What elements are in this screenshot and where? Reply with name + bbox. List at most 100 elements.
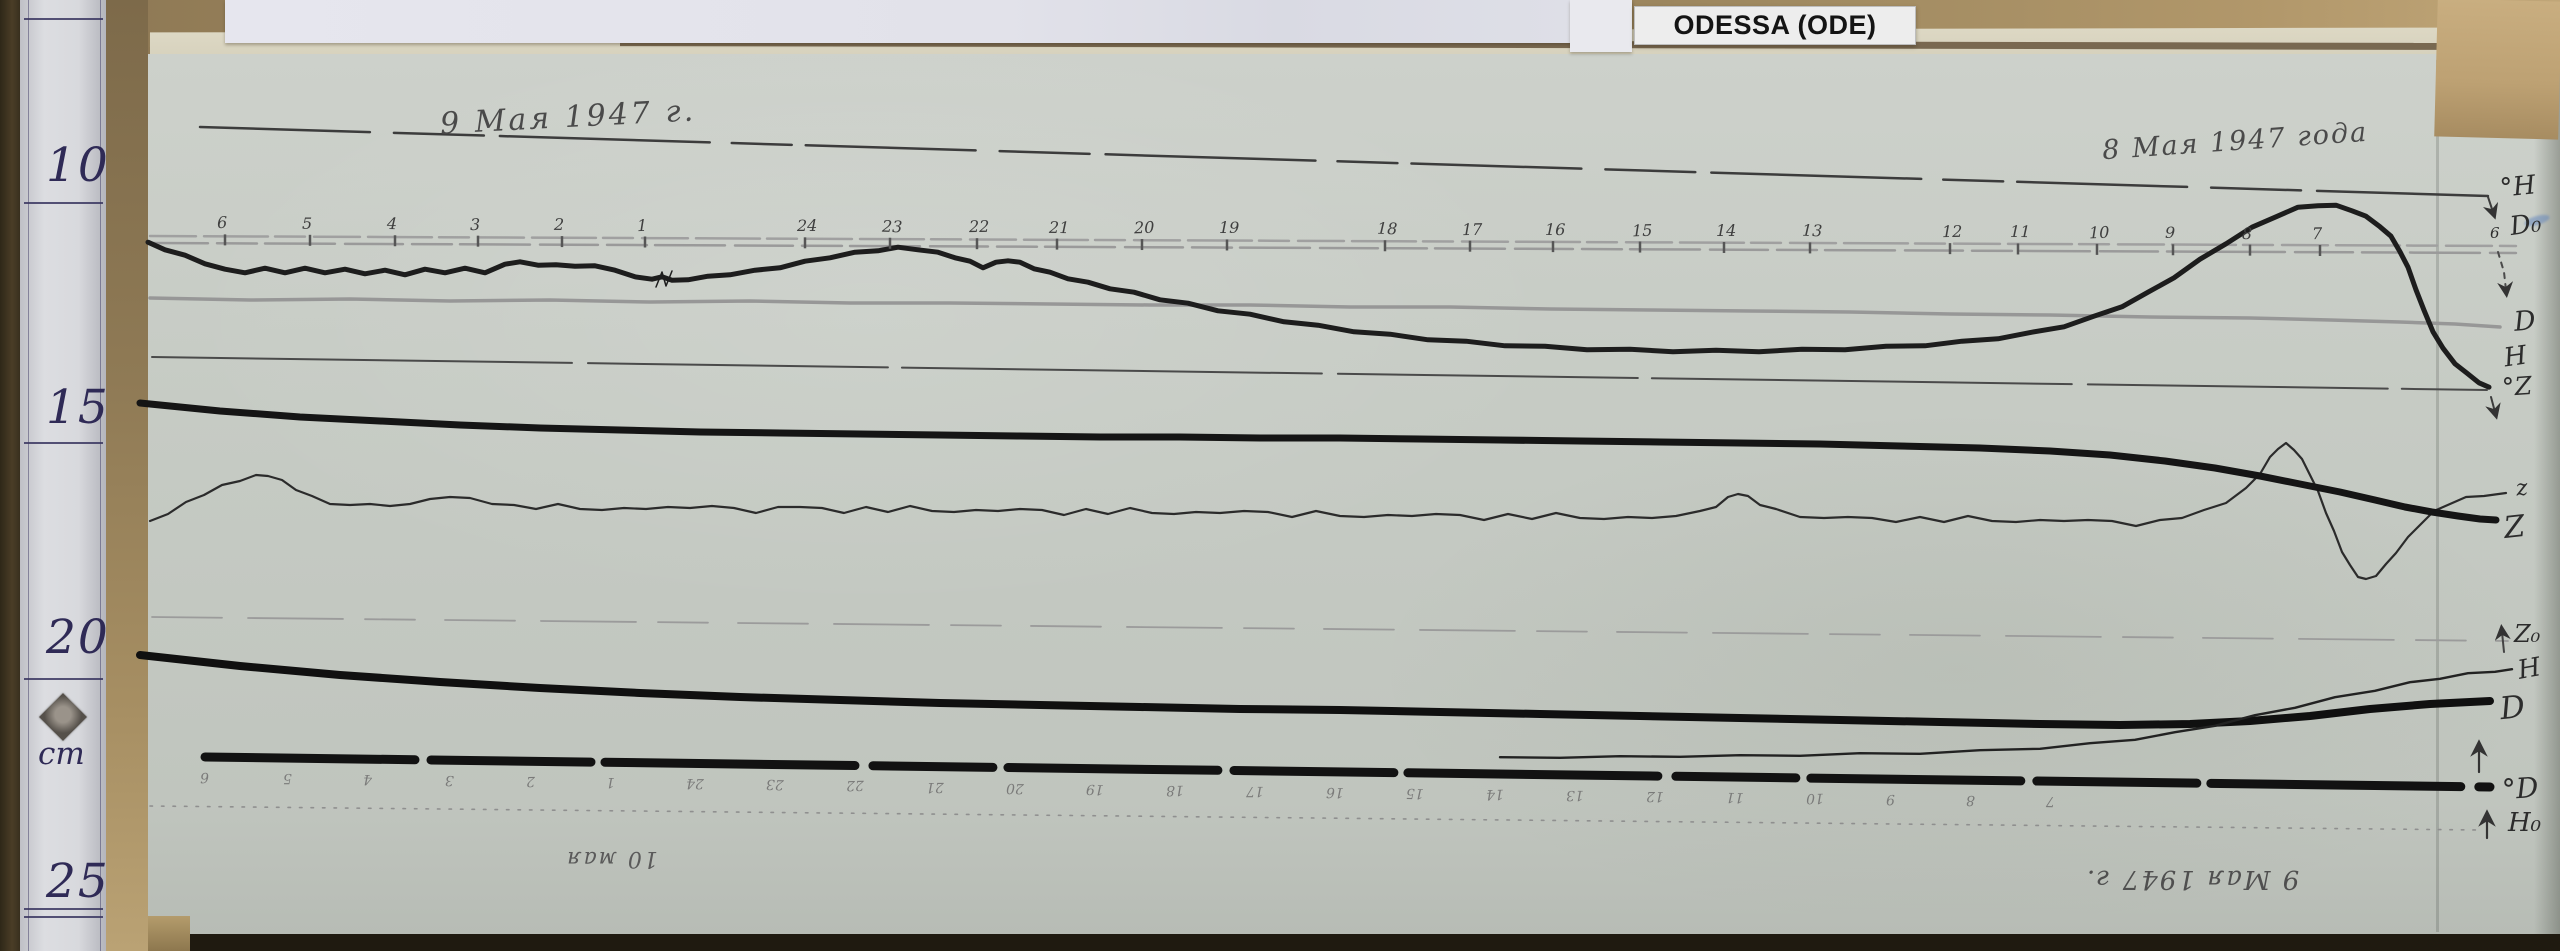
wood-strip — [106, 0, 148, 951]
top-white-strip — [225, 0, 1632, 43]
ruler-unit-label: cm — [38, 736, 85, 772]
hour-number-flipped: 9 — [1885, 791, 1895, 808]
hour-number-flipped: 5 — [282, 770, 292, 787]
trace-H2-thin — [1498, 668, 2514, 759]
H-baseline-hook — [2482, 196, 2499, 220]
ruler-border-line — [28, 0, 29, 951]
component-label-D: °D — [2500, 770, 2540, 807]
component-label-6: 6 — [2490, 224, 2500, 242]
hour-number: 22 — [968, 217, 990, 237]
hour-number-flipped: 4 — [362, 771, 372, 788]
H-baseline-dashed — [198, 125, 2490, 198]
trace-Z-thin-wiggly — [148, 441, 2508, 581]
ruler-border-line — [100, 0, 101, 951]
hour-number-flipped: 14 — [1485, 785, 1505, 803]
paper-crease — [2436, 60, 2439, 932]
hour-number-flipped: 19 — [1085, 780, 1105, 797]
hour-number: 14 — [1716, 220, 1737, 240]
Z-baseline-arrow — [2485, 396, 2501, 420]
hour-number: 24 — [797, 216, 818, 236]
ruler-tick — [24, 916, 103, 918]
top-white-block — [1570, 0, 1632, 52]
ruler-number: 20 — [46, 610, 110, 665]
hour-number: 13 — [1801, 221, 1823, 241]
bottom-frame-band — [0, 934, 2560, 951]
hour-number: 15 — [1631, 220, 1653, 240]
hour-number: 11 — [2009, 222, 2031, 242]
hour-number-flipped: 23 — [765, 776, 785, 793]
Z0-arrow-up — [2494, 624, 2511, 653]
hour-number: 21 — [1048, 217, 1070, 237]
ruler-number: 15 — [46, 380, 110, 435]
hour-number-flipped: 10 — [1805, 789, 1825, 807]
D-baseline-bottom-thick-dashed — [200, 752, 2495, 792]
hour-number-flipped: 15 — [1405, 784, 1425, 802]
hour-scale-line-a — [148, 234, 2518, 248]
component-label-H: °H — [2498, 170, 2538, 204]
hour-number-flipped: 7 — [2045, 793, 2056, 810]
hour-number-flipped: 17 — [1245, 782, 1264, 799]
H0-bottom-dotted — [149, 805, 2480, 831]
trace-D-gray — [148, 296, 2502, 329]
hour-number-flipped: 6 — [199, 768, 210, 786]
component-label-H: H₀ — [2508, 808, 2542, 838]
component-label-Z: Z₀ — [2514, 620, 2541, 648]
component-label-D: D — [2498, 688, 2527, 728]
hour-number-flipped: 2 — [525, 773, 536, 790]
trace-H-thick — [145, 202, 2492, 390]
ruler-tick — [24, 442, 103, 444]
component-label-D: D₀ — [2508, 207, 2544, 243]
hour-number: 10 — [2088, 222, 2110, 243]
component-label-z: z — [2514, 475, 2529, 502]
hour-number: 5 — [302, 213, 313, 233]
hour-number: 23 — [881, 216, 903, 237]
left-frame-edge — [0, 0, 20, 951]
hour-number: 17 — [1461, 219, 1483, 239]
station-label-plate: ODESSA (ODE) — [1634, 6, 1916, 45]
ruler-tick — [24, 18, 103, 20]
hour-number: 19 — [1219, 218, 1240, 238]
hour-number-flipped: 21 — [925, 778, 944, 795]
D0-hook-dashed — [2497, 251, 2514, 298]
component-label-Z: Z — [2502, 509, 2527, 546]
magnetogram-paper — [146, 54, 2560, 934]
hour-number: 9 — [2165, 223, 2176, 243]
hour-number: 4 — [386, 214, 398, 234]
hour-number: 1 — [636, 215, 648, 235]
component-label-H: H — [2502, 340, 2529, 374]
ruler-number: 10 — [46, 138, 110, 193]
hour-number: 20 — [1133, 217, 1155, 238]
Z-baseline-thin — [151, 356, 2488, 391]
hour-number-flipped: 12 — [1645, 787, 1664, 805]
hour-number-flipped: 20 — [1005, 779, 1024, 796]
hour-number: 6 — [216, 213, 228, 233]
hour-number-flipped: 11 — [1725, 788, 1745, 806]
Z0-baseline-dashed — [151, 616, 2509, 642]
hour-number: 18 — [1376, 218, 1398, 239]
trace-Z-thick — [136, 399, 2500, 524]
hour-number-flipped: 22 — [845, 777, 865, 794]
hour-number: 12 — [1941, 221, 1963, 242]
hour-number: 16 — [1544, 219, 1566, 240]
hour-number-flipped: 3 — [444, 772, 455, 789]
hour-number-flipped: 13 — [1565, 786, 1584, 803]
hour-number-flipped: 1 — [605, 774, 615, 791]
component-label-Z: °Z — [2501, 370, 2533, 403]
trace-D2-thick — [136, 651, 2494, 729]
cm-ruler: 10 15 20 25 cm — [20, 0, 108, 951]
station-label-text: ODESSA (ODE) — [1673, 10, 1877, 40]
ruler-number: 25 — [46, 854, 110, 909]
hour-number: 8 — [2241, 223, 2253, 243]
hour-scale-line-b — [148, 241, 2518, 255]
hour-number-flipped: 8 — [1965, 792, 1975, 809]
ruler-tick — [24, 678, 103, 680]
hour-number: 3 — [469, 214, 481, 234]
ruler-tick — [24, 908, 103, 910]
date-note-9-may-flipped: 9 Мая 1947 г. — [2085, 864, 2300, 894]
ruler-tick — [24, 202, 103, 204]
hour-number-flipped: 18 — [1165, 781, 1185, 798]
trace-H-glitch — [655, 270, 673, 288]
date-note-10-may-flipped: 10 мая — [565, 846, 658, 871]
